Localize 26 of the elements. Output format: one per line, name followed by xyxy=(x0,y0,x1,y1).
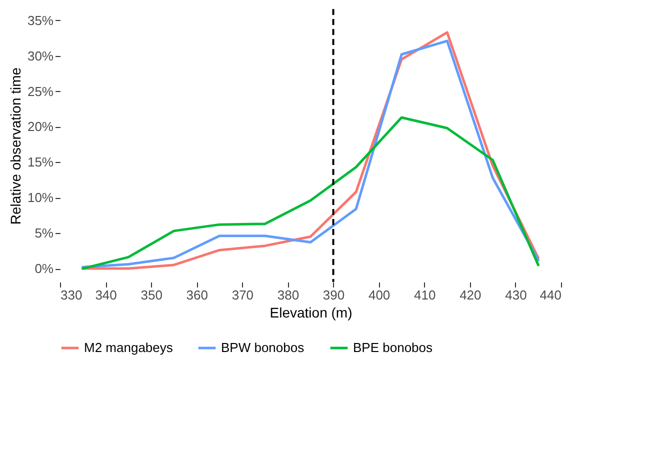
y-tick-label: 0% xyxy=(34,261,54,276)
x-tick-label: 360 xyxy=(186,288,208,302)
y-tick-label: 30% xyxy=(27,48,54,64)
y-tick-label: 35% xyxy=(27,12,54,28)
x-tick-label: 400 xyxy=(368,288,390,302)
x-tick-label: 410 xyxy=(414,288,436,302)
y-tick-label: 10% xyxy=(27,190,54,206)
x-tick-label: 430 xyxy=(505,288,527,302)
legend-label: M2 mangabeys xyxy=(84,340,174,355)
legend-label: BPW bonobos xyxy=(221,340,305,355)
x-tick-label: 440 xyxy=(540,288,562,302)
y-tick-label: 5% xyxy=(34,226,54,241)
x-tick-label: 330 xyxy=(60,288,82,302)
y-tick-label: 15% xyxy=(27,154,54,170)
x-tick-label: 380 xyxy=(277,288,300,302)
x-axis-title: Elevation (m) xyxy=(270,304,352,320)
y-axis-title: Relative observation time xyxy=(7,67,24,225)
x-tick-label: 390 xyxy=(322,288,345,302)
x-tick-label: 370 xyxy=(232,288,254,302)
line-series xyxy=(82,116,540,270)
x-tick-label: 350 xyxy=(140,288,162,302)
x-tick-label: 340 xyxy=(95,288,117,302)
legend-label: BPE bonobos xyxy=(353,340,434,355)
y-tick-label: 20% xyxy=(27,119,54,134)
x-tick-label: 420 xyxy=(460,288,482,302)
y-tick-label: 25% xyxy=(27,84,54,99)
